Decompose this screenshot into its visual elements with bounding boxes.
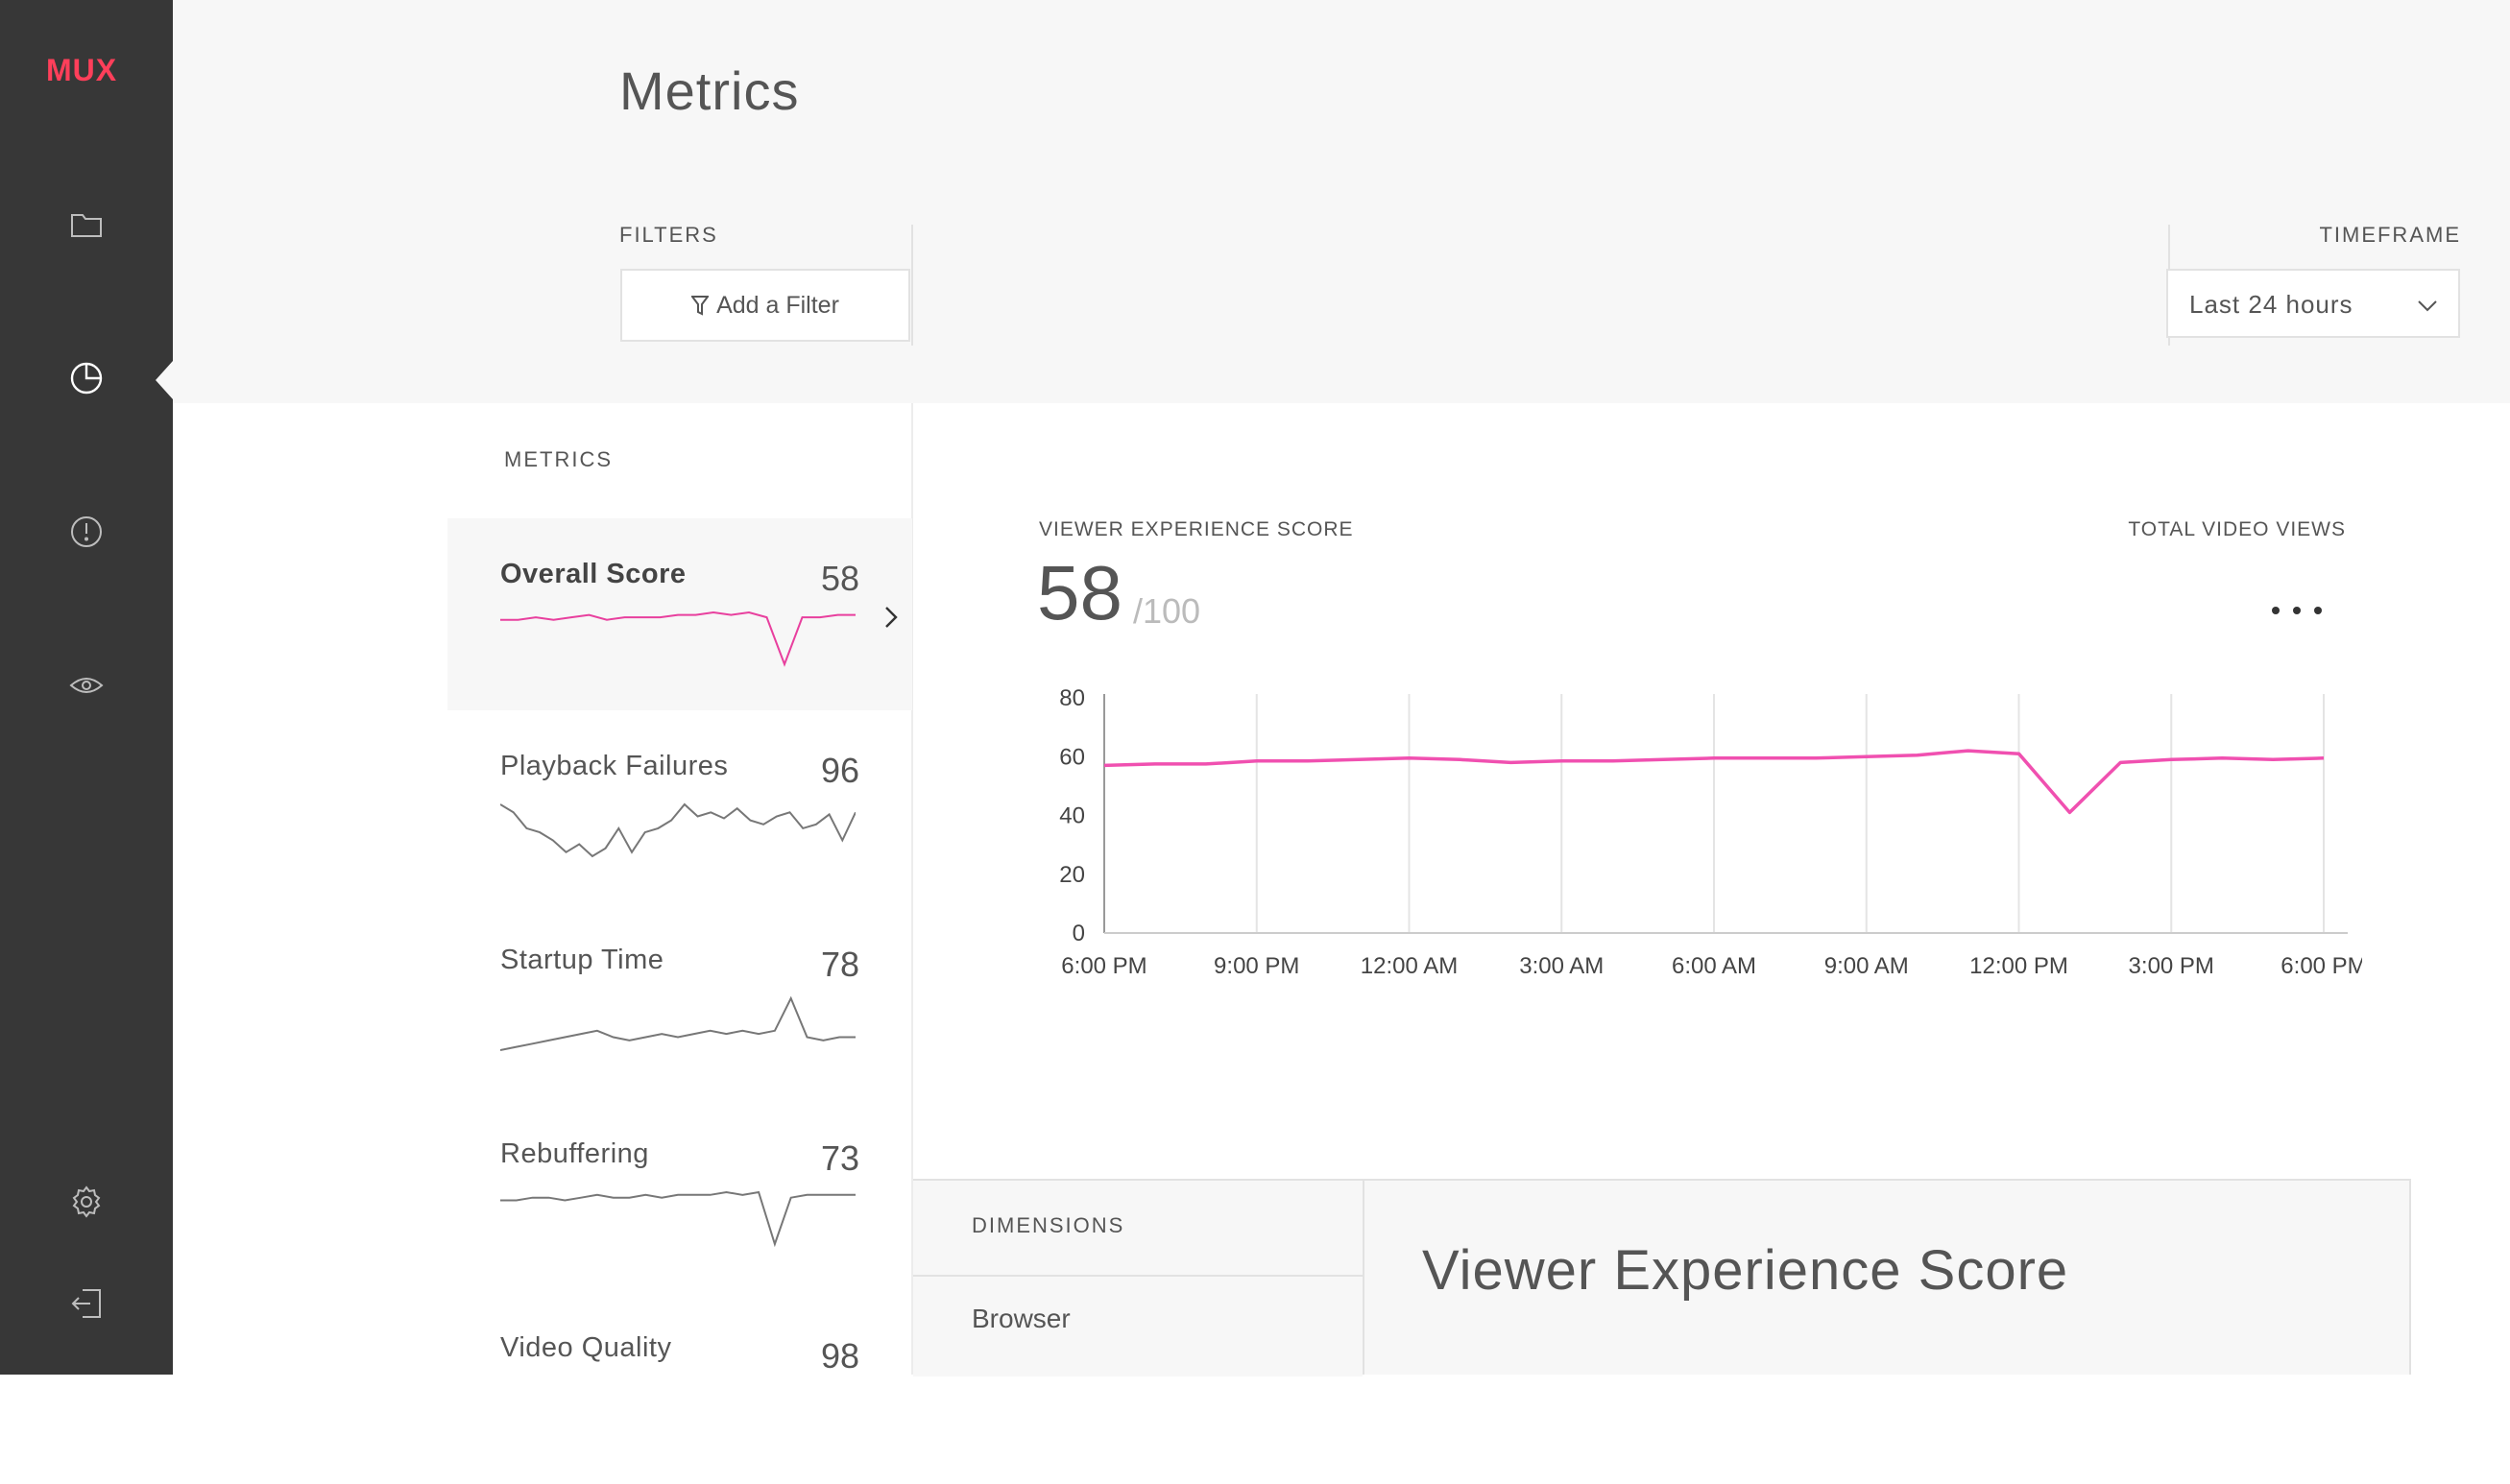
metric-item-overall-score[interactable]: Overall Score 58 <box>447 518 912 710</box>
score-value: 58 <box>1037 550 1122 635</box>
chart-y-tick-label: 80 <box>1059 686 1085 711</box>
sparkline-path <box>500 995 856 1051</box>
metric-score: 98 <box>820 1336 859 1376</box>
filter-icon <box>691 296 710 316</box>
score-line-chart: 6:00 PM 9:00 PM 12:00 AM 3:00 AM 6:00 AM 9:00… <box>1059 686 2362 979</box>
detail-title: Viewer Experience Score <box>1422 1239 2069 1302</box>
add-filter-label: Add a Filter <box>716 291 839 319</box>
chevron-down-icon <box>2418 300 2437 312</box>
chart-x-tick-label: 9:00 AM <box>1824 953 1909 979</box>
metric-score: 58 <box>820 559 859 598</box>
sparkline-path <box>500 802 856 858</box>
filters-label: FILTERS <box>619 223 718 247</box>
pie-chart-icon[interactable] <box>69 361 104 395</box>
metric-item-rebuffering[interactable]: Rebuffering 73 <box>447 1098 912 1290</box>
metric-name: Playback Failures <box>500 751 729 781</box>
metric-name: Overall Score <box>500 559 687 589</box>
header-divider <box>911 225 913 346</box>
chart-x-tick-label: 9:00 PM <box>1214 953 1299 979</box>
chart-y-tick-label: 0 <box>1073 921 1085 946</box>
add-filter-button[interactable]: Add a Filter <box>620 269 910 342</box>
dimensions-heading: DIMENSIONS <box>972 1213 1125 1237</box>
chart-x-tick-label: 6:00 PM <box>2281 953 2362 979</box>
metric-score: 78 <box>820 945 859 984</box>
timeframe-select[interactable]: Last 24 hours <box>2166 269 2460 338</box>
mux-logo[interactable]: MUX <box>46 53 118 87</box>
chart-series-line <box>1103 749 2325 815</box>
chart-x-tick-label: 6:00 AM <box>1672 953 1756 979</box>
gear-icon[interactable] <box>69 1185 104 1219</box>
metric-item-video-quality[interactable]: Video Quality 98 <box>447 1292 912 1484</box>
score-label: VIEWER EXPERIENCE SCORE <box>1039 518 1354 540</box>
timeframe-label: TIMEFRAME <box>2319 223 2461 247</box>
dimensions-panel: DIMENSIONS Browser <box>913 1179 1363 1376</box>
timeframe-value: Last 24 hours <box>2189 290 2353 319</box>
score-outof: /100 <box>1133 591 1201 631</box>
metric-name: Startup Time <box>500 945 664 975</box>
metric-sparkline <box>500 1190 856 1248</box>
metric-name: Video Quality <box>500 1332 672 1363</box>
dimensions-divider <box>913 1275 1363 1277</box>
views-label: TOTAL VIDEO VIEWS <box>2128 518 2346 540</box>
chart-x-tick-label: 3:00 PM <box>2129 953 2214 979</box>
detail-panel: Viewer Experience Score <box>1363 1179 2411 1375</box>
page-header: Metrics FILTERS Add a Filter TIMEFRAME <box>173 0 2510 403</box>
logout-icon[interactable] <box>69 1286 104 1321</box>
sparkline-path <box>500 610 856 667</box>
metrics-column-divider <box>911 403 913 1375</box>
metric-score: 73 <box>820 1138 859 1178</box>
chart-y-tick-label: 40 <box>1059 803 1085 829</box>
chart-y-tick-label: 60 <box>1059 744 1085 770</box>
metric-score: 96 <box>820 751 859 790</box>
page-title: Metrics <box>619 60 800 121</box>
metric-sparkline <box>500 610 856 667</box>
metrics-heading: METRICS <box>504 447 613 471</box>
chart-x-tick-label: 12:00 AM <box>1361 953 1458 979</box>
metric-item-startup-time[interactable]: Startup Time 78 <box>447 904 912 1096</box>
chart-y-tick-label: 20 <box>1059 862 1085 888</box>
folder-icon[interactable] <box>69 207 104 242</box>
metric-sparkline <box>500 802 856 858</box>
chart-x-tick-label: 6:00 PM <box>1061 953 1146 979</box>
dimension-item-browser[interactable]: Browser <box>972 1304 1071 1333</box>
sidebar: MUX <box>0 0 173 1375</box>
metric-item-playback-failures[interactable]: Playback Failures 96 <box>447 710 912 902</box>
more-icon[interactable] <box>2268 603 2329 618</box>
metric-sparkline <box>500 995 856 1051</box>
chart-x-tick-label: 3:00 AM <box>1519 953 1604 979</box>
chevron-right-icon <box>885 607 898 628</box>
eye-icon[interactable] <box>69 668 104 703</box>
metric-name: Rebuffering <box>500 1138 649 1169</box>
sparkline-path <box>500 1190 856 1248</box>
active-nav-indicator <box>156 361 173 399</box>
alert-icon[interactable] <box>69 515 104 549</box>
chart-x-tick-label: 12:00 PM <box>1969 953 2068 979</box>
